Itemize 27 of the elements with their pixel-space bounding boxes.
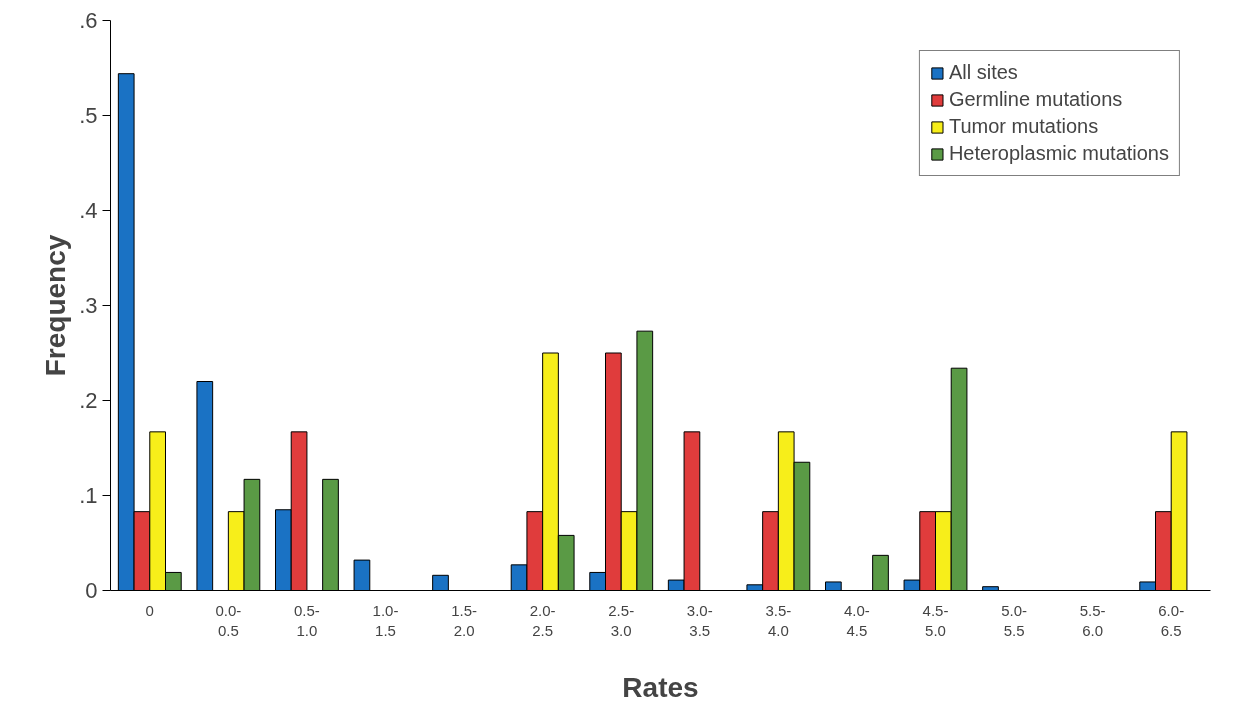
x-axis-title: Rates	[622, 671, 699, 703]
x-tick-label: 3.5- 4.0	[765, 601, 792, 639]
y-tick-label: .3	[79, 293, 98, 318]
x-tick-label: 0.0- 0.5	[215, 601, 242, 639]
legend-label: Heteroplasmic mutations	[948, 142, 1169, 165]
x-tick-label: 1.0- 1.5	[372, 601, 399, 639]
x-tick-label: 2.5- 3.0	[608, 601, 635, 639]
x-tick-label: 1.5- 2.0	[451, 601, 478, 639]
y-tick-label: .6	[79, 8, 98, 33]
x-tick-label: 5.5- 6.0	[1079, 601, 1106, 639]
x-tick-label: 6.0- 6.5	[1158, 601, 1185, 639]
y-tick-label: .1	[79, 483, 98, 508]
legend-label: Tumor mutations	[948, 115, 1099, 138]
y-tick-label: .4	[79, 198, 98, 223]
x-tick-label: 2.0- 2.5	[529, 601, 556, 639]
x-tick-label: 0.5- 1.0	[294, 601, 320, 639]
y-tick-label: .5	[79, 103, 98, 128]
legend-label: All sites	[948, 61, 1018, 84]
x-tick-label: 4.0- 4.5	[844, 601, 870, 639]
x-tick-label: 3.0- 3.5	[686, 601, 713, 639]
x-tick-label: 5.0- 5.5	[1001, 601, 1028, 639]
y-tick-label: .2	[79, 388, 98, 413]
legend-label: Germline mutations	[948, 88, 1123, 111]
x-tick-label: 4.5- 5.0	[922, 601, 949, 639]
x-tick-label: 0	[145, 601, 154, 619]
y-axis-title: Frequency	[40, 234, 72, 377]
y-tick-label: 0	[85, 578, 98, 603]
